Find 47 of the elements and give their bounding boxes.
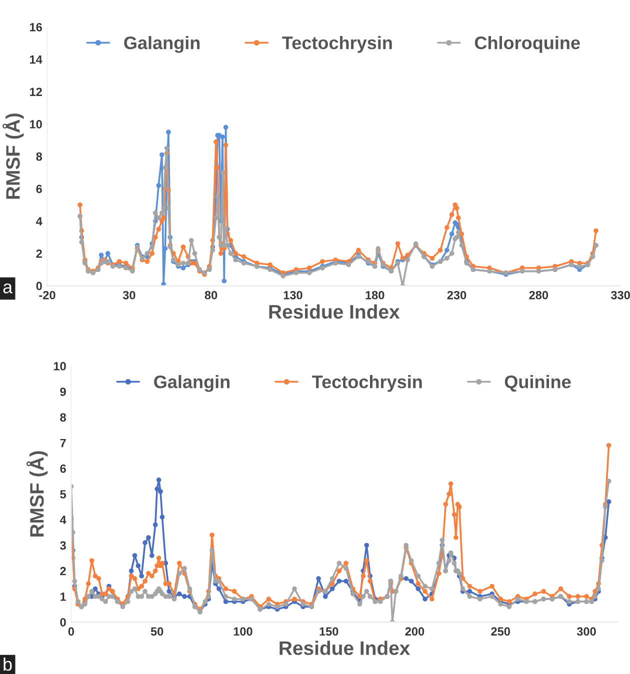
- y-tick-label: 4: [36, 217, 42, 226]
- legend-label: Tectochrysin: [282, 36, 392, 53]
- x-tick-label: 130: [284, 290, 302, 300]
- y-tick-label: 7: [60, 438, 66, 448]
- y-tick-label: 2: [60, 566, 66, 576]
- y-tick-label: 4: [60, 516, 66, 524]
- legend-label: Galangin: [124, 36, 200, 53]
- x-tick-label: 180: [366, 290, 384, 300]
- text: a: [3, 283, 13, 294]
- y-tick-label: 3: [60, 541, 66, 550]
- y-tick-label: 10: [54, 362, 66, 370]
- y-tick-label: 6: [36, 184, 42, 194]
- x-tick-label: 50: [150, 627, 164, 636]
- x-tick-label: 80: [204, 290, 218, 300]
- y-tick-label: 0: [36, 282, 42, 290]
- x-axis-title: Residue Index: [269, 304, 400, 319]
- legend-label: Chloroquine: [474, 36, 580, 53]
- y-tick-label: 5: [60, 490, 66, 498]
- y-tick-label: 14: [30, 55, 42, 64]
- y-tick-label: 12: [30, 88, 42, 96]
- legend-label: Quinine: [504, 375, 571, 392]
- x-tick-label: 0: [68, 627, 74, 636]
- y-axis-title: RMSF (Å): [2, 114, 24, 199]
- y-axis-title: RMSF (Å): [26, 451, 48, 536]
- y-tick-label: 1: [60, 592, 66, 601]
- text: b: [4, 658, 12, 671]
- x-tick-label: 30: [122, 290, 136, 300]
- y-tick-label: 0: [60, 618, 66, 626]
- x-tick-label: 150: [320, 627, 338, 636]
- y-tick-label: 2: [36, 249, 42, 258]
- x-axis-title: Residue Index: [280, 640, 410, 656]
- x-tick-label: 230: [447, 290, 466, 300]
- y-tick-label: 8: [36, 152, 42, 161]
- y-tick-label: 6: [60, 464, 66, 473]
- y-tick-label: 10: [30, 120, 42, 128]
- x-tick-label: 250: [491, 627, 510, 636]
- y-tick-label: 9: [60, 388, 66, 396]
- y-tick-label: 16: [30, 22, 42, 32]
- x-tick-label: 330: [610, 290, 630, 300]
- x-tick-label: 100: [234, 627, 252, 636]
- legend-label: Galangin: [154, 375, 230, 392]
- x-tick-label: 300: [576, 627, 596, 636]
- y-tick-label: 8: [60, 413, 66, 422]
- legend-label: Tectochrysin: [312, 375, 422, 392]
- x-tick-label: -20: [39, 290, 56, 300]
- x-tick-label: 280: [529, 290, 548, 300]
- x-tick-label: 200: [405, 627, 424, 636]
